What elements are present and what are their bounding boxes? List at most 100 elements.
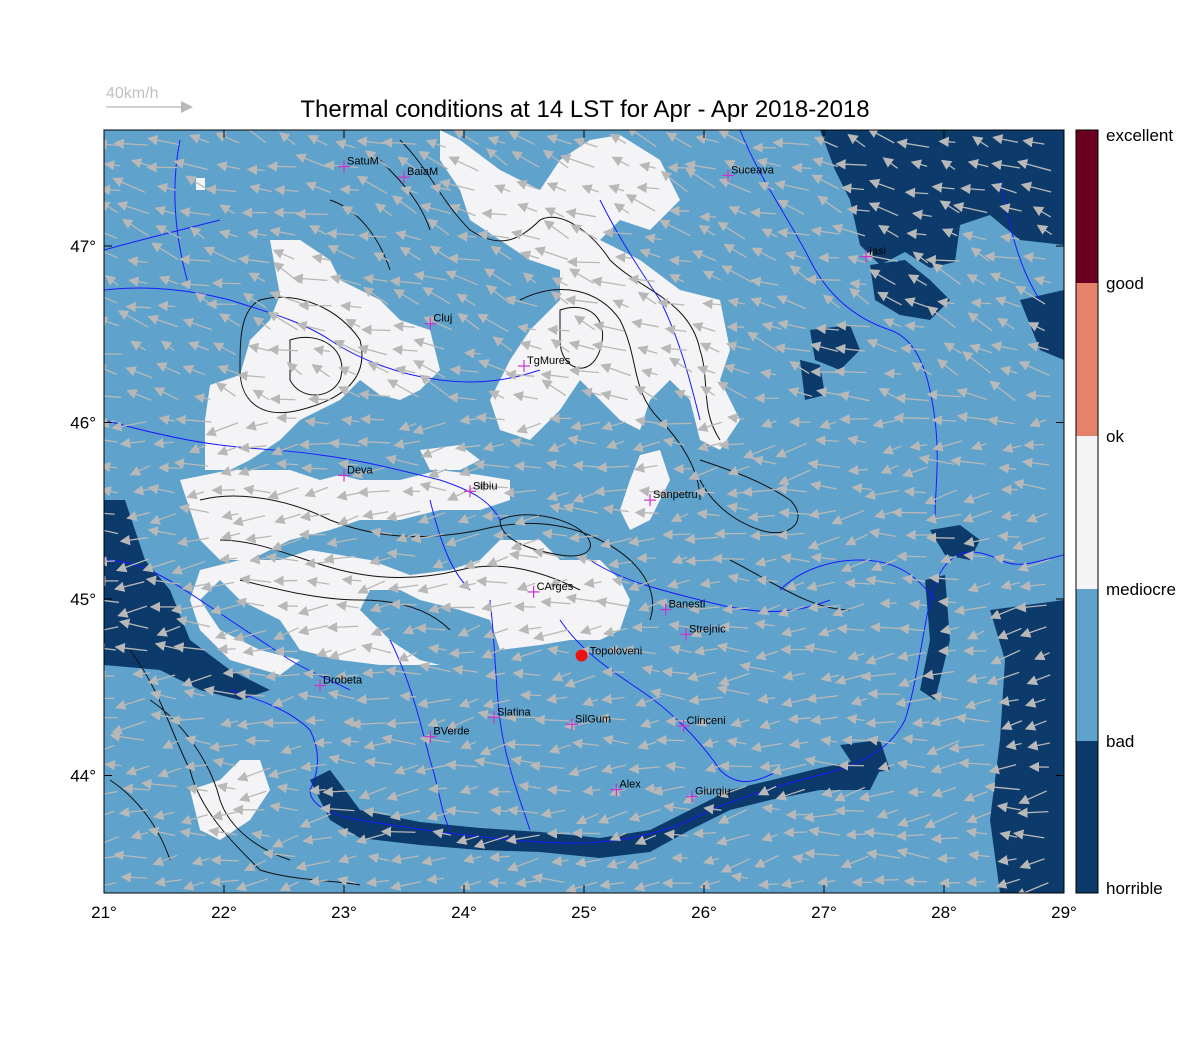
wind-arrow: [182, 364, 206, 376]
wind-arrow: [519, 340, 542, 351]
wind-arrow: [937, 645, 956, 656]
wind-arrow: [252, 316, 271, 330]
city-marker: BVerde: [424, 726, 469, 743]
wind-arrow: [755, 575, 778, 586]
wind-arrow: [807, 536, 840, 550]
wind-arrow: [928, 573, 959, 584]
wind-arrow: [477, 709, 511, 720]
wind-arrow: [574, 857, 601, 868]
wind-arrow: [513, 461, 542, 472]
wind-arrow: [562, 502, 599, 514]
city-marker: TgMures: [518, 355, 571, 373]
wind-arrow: [990, 649, 1021, 665]
wind-arrow: [938, 136, 956, 148]
wind-arrow: [157, 300, 176, 312]
wind-arrow: [399, 691, 417, 702]
wind-arrow: [399, 246, 422, 261]
wind-arrow: [754, 619, 775, 630]
wind-arrow: [806, 581, 835, 592]
wind-arrow: [761, 832, 778, 842]
wind-arrow: [789, 361, 810, 374]
wind-arrow: [741, 486, 779, 498]
wind-arrow: [512, 391, 539, 402]
wind-arrow: [446, 486, 476, 501]
wind-arrow: [809, 480, 837, 491]
wind-arrow: [846, 254, 867, 265]
city-marker: Sibiu: [464, 480, 497, 498]
wind-arrow: [932, 440, 963, 452]
wind-arrow: [847, 650, 865, 661]
wind-arrow: [490, 245, 512, 260]
wind-arrow: [774, 343, 811, 354]
wind-arrow: [963, 791, 988, 802]
wind-arrow: [104, 790, 118, 795]
wind-arrow: [517, 781, 542, 792]
wind-arrow: [179, 254, 211, 265]
wind-arrow: [996, 317, 1015, 330]
wind-arrow: [273, 627, 299, 640]
wind-arrow: [543, 220, 569, 240]
wind-arrow: [412, 422, 446, 435]
wind-arrow: [1027, 322, 1045, 332]
wind-arrow: [989, 605, 1020, 620]
wind-arrow: [665, 715, 690, 727]
wind-arrow: [568, 765, 597, 777]
wind-arrow: [248, 272, 266, 283]
wind-arrow: [458, 579, 476, 590]
wind-arrow: [846, 435, 867, 446]
wind-arrow: [922, 669, 955, 680]
wind-arrow: [896, 759, 925, 770]
wind-arrow: [130, 829, 149, 840]
wind-arrow: [984, 782, 1020, 793]
wind-arrow: [571, 828, 601, 839]
wind-arrow: [750, 276, 779, 288]
wind-arrow: [581, 387, 602, 398]
wind-arrow: [275, 458, 299, 470]
wind-arrow: [323, 553, 356, 565]
wind-arrow: [176, 536, 209, 547]
wind-arrow: [104, 643, 116, 654]
wind-arrow: [668, 620, 692, 631]
wind-arrow: [849, 287, 870, 305]
wind-arrow: [717, 381, 748, 399]
wind-arrow: [865, 849, 901, 860]
wind-arrow: [904, 321, 925, 332]
wind-arrow: [593, 486, 627, 497]
wind-arrow: [252, 389, 270, 401]
wind-arrow: [614, 252, 632, 263]
wind-arrow: [113, 581, 145, 592]
wind-arrow: [171, 560, 206, 575]
wind-arrow: [474, 481, 508, 492]
wind-arrow: [754, 556, 777, 567]
wind-arrow: [1025, 390, 1051, 401]
wind-arrow: [156, 182, 177, 194]
wind-arrow: [540, 370, 569, 381]
wind-arrow: [684, 533, 719, 545]
wind-arrow: [700, 385, 716, 397]
wind-arrow: [505, 295, 538, 307]
wind-arrow: [831, 509, 865, 525]
wind-arrow: [299, 511, 330, 522]
wind-arrow: [214, 629, 239, 640]
wind-arrow: [582, 785, 601, 796]
wind-arrow: [427, 468, 448, 478]
wind-arrow: [781, 670, 805, 681]
wind-arrow: [962, 510, 992, 523]
wind-arrow: [1029, 417, 1047, 428]
wind-arrow: [326, 228, 355, 239]
wind-arrow: [365, 150, 390, 169]
wind-arrow: [808, 508, 837, 519]
wind-arrow: [551, 277, 568, 287]
wind-arrow: [306, 577, 330, 588]
wind-arrow: [389, 810, 421, 821]
wind-arrow: [481, 647, 505, 659]
wind-arrow: [546, 491, 570, 502]
wind-arrow: [494, 184, 511, 194]
wind-arrow: [633, 462, 658, 473]
wind-arrow: [608, 558, 632, 569]
wind-arrow: [688, 694, 723, 706]
wind-arrow: [575, 812, 599, 825]
wind-arrow: [478, 359, 509, 373]
wind-arrow: [486, 556, 509, 567]
wind-arrow: [220, 466, 240, 477]
